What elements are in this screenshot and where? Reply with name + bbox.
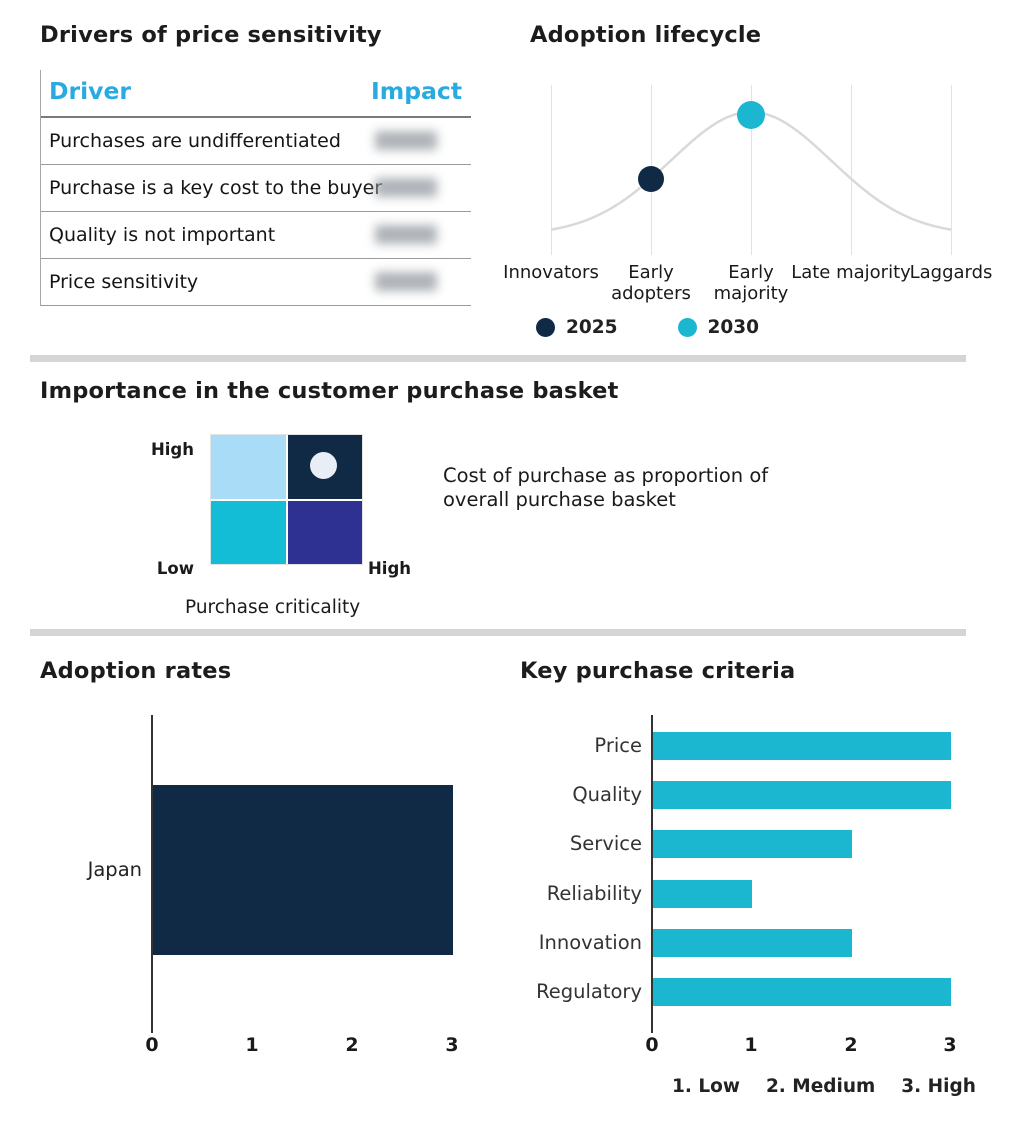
x-axis-high-label: High bbox=[368, 559, 412, 578]
x-tick: 2 bbox=[345, 1034, 359, 1056]
adoption-rates-title: Adoption rates bbox=[40, 658, 232, 684]
table-row: Price sensitivity bbox=[41, 259, 471, 306]
bar-quality bbox=[653, 781, 951, 809]
section-divider bbox=[30, 355, 966, 362]
legend-dot-2025 bbox=[536, 318, 555, 337]
gridline bbox=[951, 85, 952, 255]
footnote-high: 3. High bbox=[901, 1076, 976, 1097]
x-tick: 1 bbox=[245, 1034, 259, 1056]
bar-label-innovation: Innovation bbox=[538, 931, 642, 954]
matrix-annotation: Cost of purchase as proportion of overal… bbox=[443, 464, 769, 511]
lifecycle-category-label: Innovators bbox=[503, 262, 599, 283]
x-tick: 0 bbox=[645, 1034, 659, 1056]
x-tick: 3 bbox=[943, 1034, 957, 1056]
x-tick: 3 bbox=[445, 1034, 459, 1056]
lifecycle-category-label: Late majority bbox=[791, 262, 911, 283]
bar-label-service: Service bbox=[569, 832, 642, 855]
driver-cell: Purchase is a key cost to the buyer bbox=[49, 177, 383, 199]
impact-cell-redacted bbox=[375, 225, 437, 244]
table-row: Purchases are undifferentiated bbox=[41, 118, 471, 165]
y-axis-low-label: Low bbox=[156, 559, 194, 578]
x-tick: 0 bbox=[145, 1034, 159, 1056]
legend-label-2025: 2025 bbox=[566, 317, 618, 338]
lifecycle-category-label: Laggards bbox=[909, 262, 993, 283]
lifecycle-section-title: Adoption lifecycle bbox=[530, 22, 762, 48]
basket-section-title: Importance in the customer purchase bask… bbox=[40, 378, 619, 404]
bar-reliability bbox=[653, 880, 752, 908]
bar-label-price: Price bbox=[594, 734, 642, 757]
gridline bbox=[851, 85, 852, 255]
footnote-medium: 2. Medium bbox=[765, 1076, 876, 1097]
impact-cell-redacted bbox=[375, 131, 437, 150]
section-divider bbox=[30, 629, 966, 636]
data-point-2025 bbox=[638, 166, 664, 192]
criteria-y-axis bbox=[651, 715, 653, 1033]
matrix-marker-dot bbox=[310, 452, 337, 479]
table-row: Purchase is a key cost to the buyer bbox=[41, 165, 471, 212]
x-tick: 1 bbox=[744, 1034, 758, 1056]
bar-japan bbox=[153, 785, 453, 955]
bar-innovation bbox=[653, 929, 852, 957]
bar-label-quality: Quality bbox=[572, 783, 642, 806]
impact-cell-redacted bbox=[375, 272, 437, 291]
driver-cell: Purchases are undifferentiated bbox=[49, 130, 341, 152]
lifecycle-legend: 2025 2030 bbox=[536, 317, 759, 338]
data-point-2030 bbox=[737, 101, 765, 129]
legend-label-2030: 2030 bbox=[707, 317, 760, 338]
quadrant-bottom-right bbox=[287, 500, 362, 564]
matrix-x-axis-title: Purchase criticality bbox=[185, 597, 361, 618]
y-axis-high-label: High bbox=[150, 440, 194, 459]
column-header-impact: Impact bbox=[371, 77, 463, 105]
criteria-scale-footnote: 1. Low 2. Medium 3. High bbox=[672, 1076, 1002, 1097]
quadrant-matrix bbox=[210, 434, 363, 565]
table-row: Quality is not important bbox=[41, 212, 471, 259]
lifecycle-category-label: Early adopters bbox=[611, 262, 691, 305]
drivers-section-title: Drivers of price sensitivity bbox=[40, 22, 382, 48]
bar-price bbox=[653, 732, 951, 760]
bar-service bbox=[653, 830, 852, 858]
drivers-table: Driver Impact Purchases are undifferenti… bbox=[40, 70, 471, 306]
adoption-rates-y-axis bbox=[151, 715, 153, 1033]
bar-label-regulatory: Regulatory bbox=[536, 980, 642, 1003]
column-header-driver: Driver bbox=[49, 77, 131, 105]
lifecycle-category-label: Early majority bbox=[713, 262, 789, 305]
gridline bbox=[751, 85, 752, 255]
x-tick: 2 bbox=[844, 1034, 858, 1056]
drivers-table-header: Driver Impact bbox=[41, 70, 471, 118]
lifecycle-chart bbox=[510, 85, 1000, 255]
bar-regulatory bbox=[653, 978, 951, 1006]
footnote-low: 1. Low bbox=[672, 1076, 740, 1097]
bar-label-reliability: Reliability bbox=[546, 882, 642, 905]
driver-cell: Price sensitivity bbox=[49, 271, 199, 293]
quadrant-top-left bbox=[211, 435, 286, 499]
bar-label-japan: Japan bbox=[87, 858, 142, 881]
legend-dot-2030 bbox=[677, 318, 697, 337]
driver-cell: Quality is not important bbox=[49, 224, 276, 246]
impact-cell-redacted bbox=[375, 178, 437, 197]
criteria-title: Key purchase criteria bbox=[520, 658, 796, 684]
quadrant-bottom-left bbox=[211, 500, 286, 564]
gridline bbox=[551, 85, 552, 255]
